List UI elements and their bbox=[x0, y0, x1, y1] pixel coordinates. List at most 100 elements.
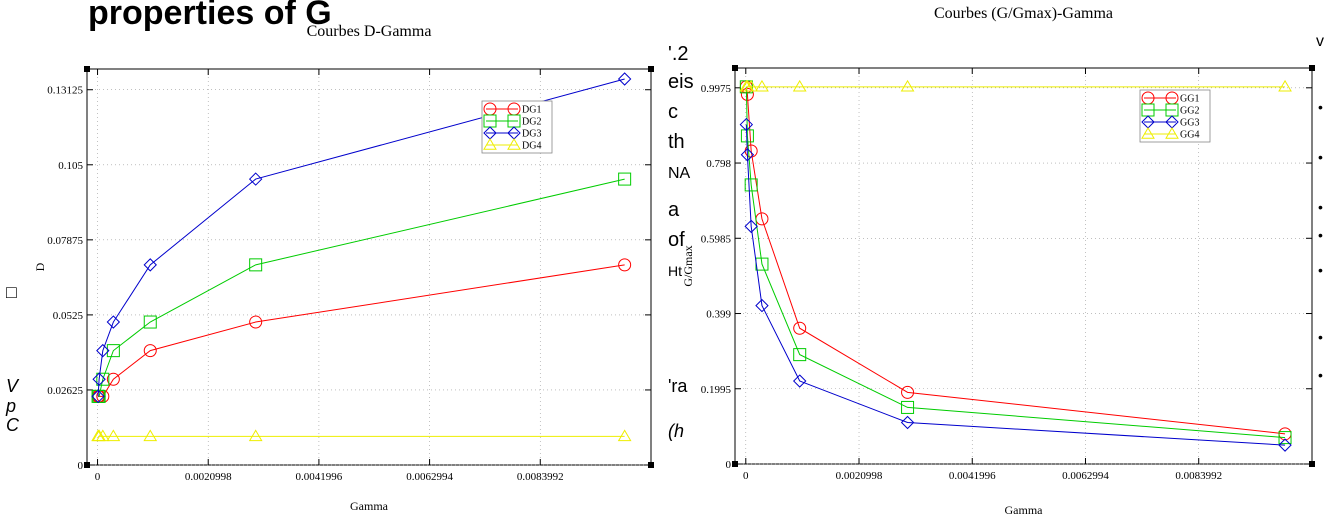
data-point-gg1 bbox=[740, 87, 754, 101]
data-point-dg1 bbox=[106, 372, 120, 386]
y-tick-label: 0.798 bbox=[706, 158, 731, 170]
legend-label-gg1: GG1 bbox=[1180, 94, 1199, 105]
y-tick-label: 0.07875 bbox=[47, 235, 83, 247]
y-axis-title: D bbox=[33, 262, 47, 271]
data-point-dg2 bbox=[618, 172, 632, 186]
data-point-dg3 bbox=[92, 372, 106, 386]
x-tick-label: 0.0083992 bbox=[517, 471, 564, 483]
data-point-gg3 bbox=[739, 117, 754, 132]
dg-series-dg1 bbox=[91, 258, 632, 403]
data-point-gg4 bbox=[900, 79, 915, 92]
data-point-gg4 bbox=[1278, 79, 1292, 92]
x-tick-label: 0.0020998 bbox=[185, 471, 232, 483]
data-point-dg4 bbox=[617, 429, 632, 442]
selection-handle bbox=[648, 462, 654, 468]
data-point-dg1 bbox=[249, 315, 263, 329]
data-point-dg2 bbox=[143, 315, 157, 329]
legend-label-gg2: GG2 bbox=[1180, 106, 1199, 117]
margin-fragment: p bbox=[5, 396, 16, 416]
background-fragment: • bbox=[1318, 262, 1323, 278]
chart-d-gamma: properties of G □ V p C Courbes D-Gamma 0… bbox=[5, 0, 654, 513]
x-axis-title: Gamma bbox=[350, 499, 389, 513]
data-point-dg2 bbox=[96, 372, 110, 386]
data-point-dg3 bbox=[91, 389, 105, 404]
data-point-dg3 bbox=[143, 258, 157, 272]
background-fragment: 'ra bbox=[668, 376, 688, 396]
data-point-dg1 bbox=[618, 258, 632, 272]
dg-series-dg4 bbox=[91, 429, 632, 442]
background-fragment: a bbox=[668, 199, 680, 221]
x-tick-label: 0 bbox=[95, 471, 101, 483]
background-fragment: • bbox=[1318, 227, 1323, 243]
selection-handle bbox=[648, 66, 654, 72]
selection-handle bbox=[732, 65, 738, 71]
y-tick-label: 0.02625 bbox=[47, 385, 83, 397]
x-tick-label: 0.0041996 bbox=[949, 470, 996, 482]
background-fragment: • bbox=[1318, 149, 1323, 165]
data-point-gg3 bbox=[740, 148, 755, 162]
series-line-dg3 bbox=[97, 78, 625, 397]
data-point-dg3 bbox=[248, 172, 263, 186]
y-tick-label: 0.5985 bbox=[701, 233, 732, 245]
x-tick-label: 0 bbox=[743, 470, 749, 482]
x-tick-label: 0.0020998 bbox=[836, 470, 883, 482]
data-point-dg1 bbox=[143, 344, 157, 358]
background-fragment: th bbox=[668, 131, 685, 153]
margin-fragment: □ bbox=[6, 282, 17, 302]
data-point-dg4 bbox=[248, 429, 263, 442]
data-point-dg3 bbox=[96, 343, 110, 358]
dg-series-dg2 bbox=[91, 172, 632, 403]
data-point-dg3 bbox=[106, 315, 121, 329]
background-fragment: • bbox=[1318, 199, 1323, 215]
background-fragment: • bbox=[1318, 367, 1323, 383]
legend-marker-gg4 bbox=[1165, 127, 1179, 139]
series-line-gg1 bbox=[745, 86, 1286, 435]
data-point-gg4 bbox=[744, 79, 759, 92]
data-point-gg4 bbox=[755, 79, 769, 92]
data-point-gg4 bbox=[792, 79, 807, 92]
legend-label-dg4: DG4 bbox=[522, 141, 541, 152]
y-tick-label: 0.1995 bbox=[701, 384, 732, 396]
series-line-gg3 bbox=[745, 124, 1286, 446]
background-fragment: • bbox=[1318, 329, 1323, 345]
legend-label-dg2: DG2 bbox=[522, 117, 541, 128]
margin-fragment: V bbox=[6, 376, 20, 396]
data-point-gg2 bbox=[901, 400, 915, 414]
x-tick-label: 0.0083992 bbox=[1175, 470, 1222, 482]
data-point-gg1 bbox=[901, 385, 915, 399]
y-tick-label: 0.9975 bbox=[701, 83, 732, 95]
chart-g-gmax-gamma: '.2 eis c th ΝA a of Ht 'ra (h v • • • •… bbox=[668, 5, 1324, 517]
far-right-fragments: v • • • • • • • bbox=[1316, 33, 1324, 383]
right-background-fragments: '.2 eis c th ΝA a of Ht 'ra (h bbox=[668, 43, 694, 441]
data-point-gg3 bbox=[793, 374, 807, 388]
background-fragment: • bbox=[1318, 99, 1323, 115]
data-point-dg4 bbox=[106, 429, 121, 442]
legend-label-gg3: GG3 bbox=[1180, 118, 1199, 129]
chart-title: Courbes D-Gamma bbox=[307, 23, 432, 40]
background-fragment: of bbox=[668, 229, 685, 251]
plot-frame bbox=[86, 68, 652, 466]
series-line-gg2 bbox=[745, 86, 1286, 439]
data-point-dg3 bbox=[617, 72, 632, 86]
selection-handle bbox=[732, 461, 738, 467]
y-tick-label: 0.13125 bbox=[47, 85, 83, 97]
gg-series-gg4 bbox=[739, 79, 1292, 92]
series-line-dg1 bbox=[98, 264, 625, 397]
y-tick-label: 0.399 bbox=[706, 309, 731, 321]
y-tick-label: 0.0525 bbox=[53, 310, 84, 322]
chart-panel-g-gmax-gamma: '.2 eis c th ΝA a of Ht 'ra (h v • • • •… bbox=[668, 0, 1329, 517]
series-line-dg2 bbox=[98, 178, 625, 397]
x-tick-label: 0.0062994 bbox=[406, 471, 453, 483]
data-point-gg3 bbox=[744, 219, 758, 234]
data-point-gg2 bbox=[1278, 431, 1292, 445]
data-point-gg2 bbox=[744, 178, 758, 192]
y-tick-label: 0 bbox=[78, 460, 84, 472]
data-point-dg4 bbox=[143, 429, 158, 442]
background-fragment: v bbox=[1316, 33, 1324, 50]
chart-title: Courbes (G/Gmax)-Gamma bbox=[934, 5, 1113, 22]
background-fragment: '.2 bbox=[668, 43, 689, 65]
gg-series-gg3 bbox=[739, 117, 1292, 452]
data-point-gg3 bbox=[1278, 438, 1292, 452]
